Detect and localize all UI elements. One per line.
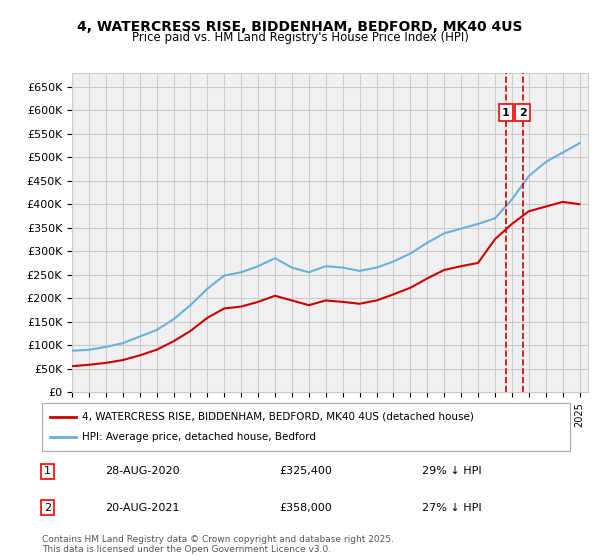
Text: 4, WATERCRESS RISE, BIDDENHAM, BEDFORD, MK40 4US (detached house): 4, WATERCRESS RISE, BIDDENHAM, BEDFORD, …: [82, 412, 473, 422]
Text: 27% ↓ HPI: 27% ↓ HPI: [422, 502, 482, 512]
Text: 1: 1: [44, 466, 51, 477]
Text: 29% ↓ HPI: 29% ↓ HPI: [422, 466, 482, 477]
Text: Contains HM Land Registry data © Crown copyright and database right 2025.
This d: Contains HM Land Registry data © Crown c…: [42, 535, 394, 554]
Text: £325,400: £325,400: [280, 466, 332, 477]
Text: £358,000: £358,000: [280, 502, 332, 512]
Text: 20-AUG-2021: 20-AUG-2021: [106, 502, 180, 512]
Text: 2: 2: [518, 108, 526, 118]
Text: HPI: Average price, detached house, Bedford: HPI: Average price, detached house, Bedf…: [82, 432, 316, 442]
Text: 2: 2: [44, 502, 51, 512]
Text: 1: 1: [502, 108, 510, 118]
FancyBboxPatch shape: [42, 403, 570, 451]
Text: Price paid vs. HM Land Registry's House Price Index (HPI): Price paid vs. HM Land Registry's House …: [131, 31, 469, 44]
Text: 4, WATERCRESS RISE, BIDDENHAM, BEDFORD, MK40 4US: 4, WATERCRESS RISE, BIDDENHAM, BEDFORD, …: [77, 20, 523, 34]
Text: 28-AUG-2020: 28-AUG-2020: [106, 466, 180, 477]
